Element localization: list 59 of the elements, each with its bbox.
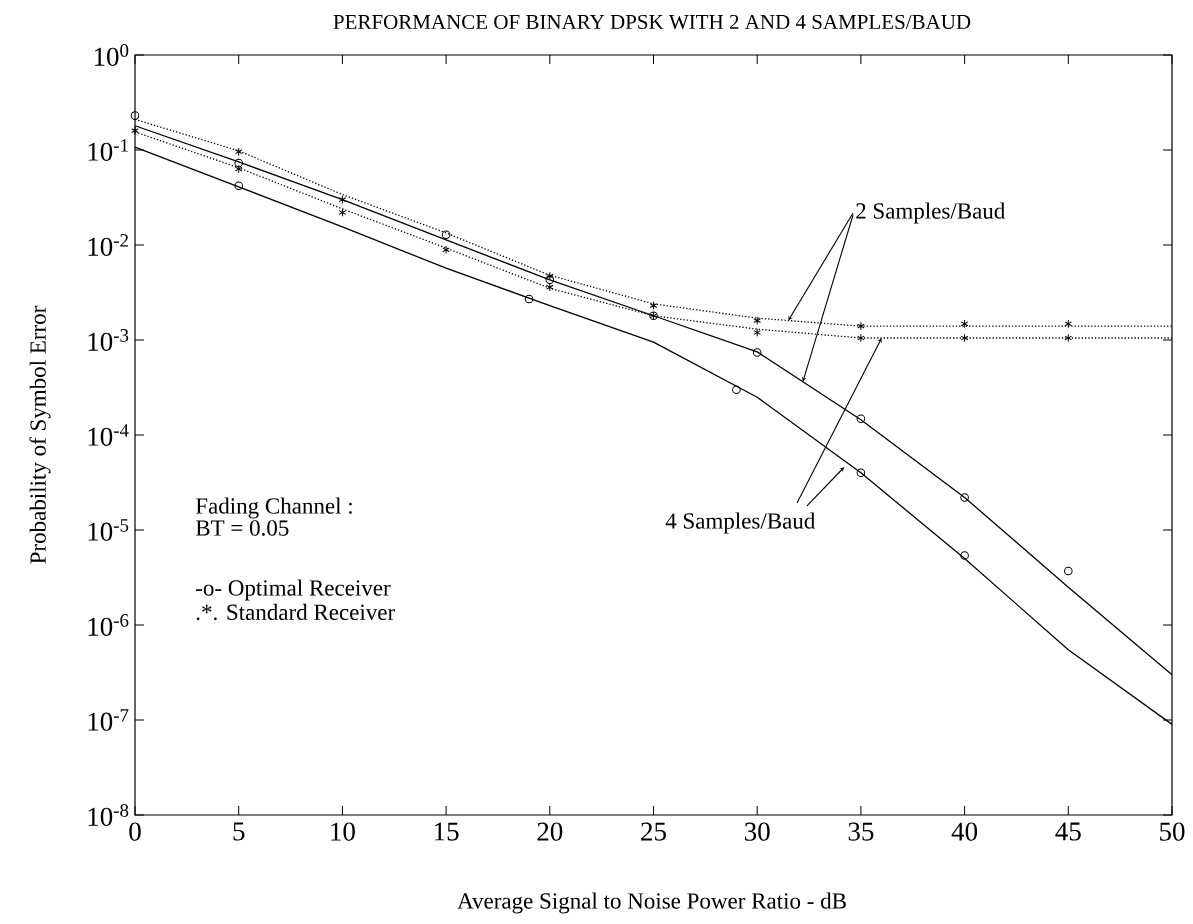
point xyxy=(441,230,451,240)
annotation: 4 Samples/Baud xyxy=(665,512,816,534)
point xyxy=(752,348,762,357)
point xyxy=(1064,566,1073,576)
point xyxy=(234,181,243,191)
point xyxy=(960,493,969,502)
y-tick-label: 10$^{-6}$ xyxy=(88,614,129,636)
point xyxy=(753,328,761,337)
point xyxy=(131,126,139,135)
y-tick-label: 10$^{-7}$ xyxy=(88,709,129,731)
x-tick-label: 45 xyxy=(1055,822,1081,841)
point xyxy=(856,468,866,478)
x-tick-label: 50 xyxy=(1160,822,1185,841)
point xyxy=(856,414,866,424)
point xyxy=(857,333,865,343)
point xyxy=(234,147,243,156)
point xyxy=(524,294,534,304)
x-tick-label: 10 xyxy=(331,822,355,841)
point xyxy=(857,321,865,331)
point xyxy=(732,385,741,394)
point xyxy=(1064,319,1073,329)
annotation: BT = 0.05 xyxy=(195,520,289,536)
annotation: .*. Standard Receiver xyxy=(196,603,395,621)
point xyxy=(442,245,450,255)
point xyxy=(338,195,347,204)
point xyxy=(649,301,658,310)
point xyxy=(546,282,554,292)
x-tick-label: 25 xyxy=(641,822,666,841)
x-tick-label: 5 xyxy=(233,822,245,841)
y-tick-label: 10$^{-2}$ xyxy=(88,234,128,256)
annotation: Fading Channel : xyxy=(195,497,352,519)
point xyxy=(960,551,969,560)
x-tick-label: 15 xyxy=(434,822,459,841)
y-axis-title: Probability of Symbol Error xyxy=(29,305,51,564)
point xyxy=(130,111,140,120)
x-tick-label: 0 xyxy=(129,822,141,841)
point xyxy=(753,316,761,325)
chart-title: PERFORMANCE OF BINARY DPSK WITH 2 AND 4 SAMPLES/BAUD xyxy=(333,14,971,30)
y-tick-label: 10$^{-8}$ xyxy=(88,804,129,826)
point xyxy=(546,271,554,281)
point xyxy=(545,275,555,285)
x-tick-label: 35 xyxy=(848,822,874,841)
point xyxy=(960,333,969,343)
y-tick-label: 10$^{-3}$ xyxy=(88,329,129,351)
annotation: 2 Samples/Baud xyxy=(856,202,1006,224)
y-tick-label: 10$^{-1}$ xyxy=(88,139,128,161)
point xyxy=(1064,333,1073,343)
y-tick-label: 10$^{0}$ xyxy=(94,44,129,66)
x-tick-label: 40 xyxy=(951,822,978,841)
x-tick-label: 20 xyxy=(537,822,563,841)
point xyxy=(960,319,969,329)
x-axis-title: Average Signal to Noise Power Ratio - dB xyxy=(457,892,846,914)
point xyxy=(234,158,243,168)
y-tick-label: 10$^{-4}$ xyxy=(88,424,129,446)
point xyxy=(234,164,243,174)
y-tick-label: 10$^{-5}$ xyxy=(88,519,129,541)
point xyxy=(338,208,347,217)
x-tick-label: 30 xyxy=(744,822,770,841)
annotation: -o- Optimal Receiver xyxy=(196,579,391,601)
